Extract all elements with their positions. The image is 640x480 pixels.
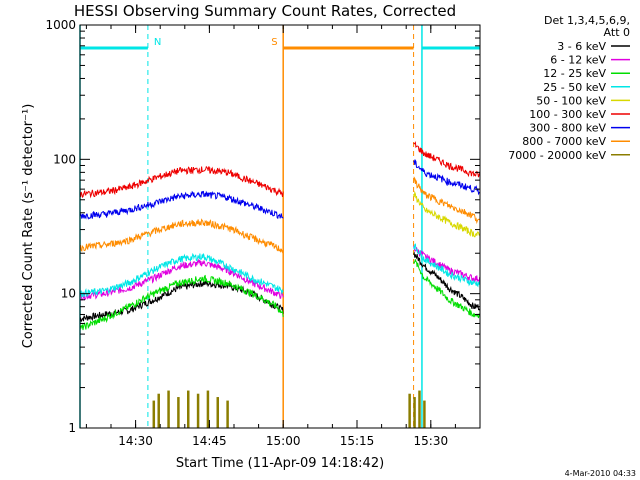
legend-label: 50 - 100 keV	[536, 94, 606, 107]
legend-label: 100 - 300 keV	[529, 108, 606, 121]
y-axis-label: Corrected Count Rate (s⁻¹ detector⁻¹)	[21, 104, 36, 349]
series-line-6-0	[79, 190, 284, 220]
axes: 1 10 100 1000 14:30 14:45 15:00 15:15 15:30	[45, 18, 481, 448]
series-line-2-1	[413, 259, 481, 319]
plot-frame	[79, 24, 481, 429]
series-line-7-0	[79, 218, 284, 254]
x-tick-label: 15:15	[340, 434, 375, 448]
legend-label: 3 - 6 keV	[557, 40, 606, 53]
legend-label: 25 - 50 keV	[543, 81, 606, 94]
series-line-1-1	[413, 245, 481, 284]
x-tick-label: 14:30	[118, 434, 153, 448]
x-tick-label: 14:45	[192, 434, 227, 448]
legend-label: 300 - 800 keV	[529, 122, 606, 135]
legend-header: Att 0	[604, 26, 630, 39]
legend-label: 6 - 12 keV	[550, 54, 606, 67]
series-line-7-1	[413, 176, 480, 225]
y-tick-label: 10	[61, 287, 76, 301]
y-tick-label: 1000	[45, 18, 76, 32]
legend-label: 12 - 25 keV	[543, 67, 606, 80]
x-axis-label: Start Time (11-Apr-09 14:18:42)	[176, 456, 384, 471]
series-line-2-0	[79, 274, 284, 331]
legend-label: 7000 - 20000 keV	[508, 149, 606, 162]
x-tick-label: 15:30	[414, 434, 449, 448]
series-line-3-1	[413, 243, 481, 288]
series-line-0-1	[413, 251, 481, 311]
annotation-label-1: S	[271, 37, 277, 48]
legend-header: Det 1,3,4,5,6,9,	[544, 14, 630, 27]
annotation-label-0: N	[154, 37, 161, 48]
y-tick-label: 100	[53, 152, 76, 166]
x-tick-label: 15:00	[266, 434, 301, 448]
chart-title: HESSI Observing Summary Count Rates, Cor…	[74, 2, 456, 20]
series-line-3-0	[79, 252, 284, 298]
date-stamp: 4-Mar-2010 04:33	[565, 469, 636, 478]
legend-label: 800 - 7000 keV	[522, 135, 606, 148]
series-line-5-0	[79, 165, 284, 199]
y-tick-label: 1	[68, 421, 76, 435]
series-line-6-1	[413, 158, 481, 196]
series-line-4-1	[413, 190, 480, 238]
series-line-5-1	[413, 140, 481, 178]
